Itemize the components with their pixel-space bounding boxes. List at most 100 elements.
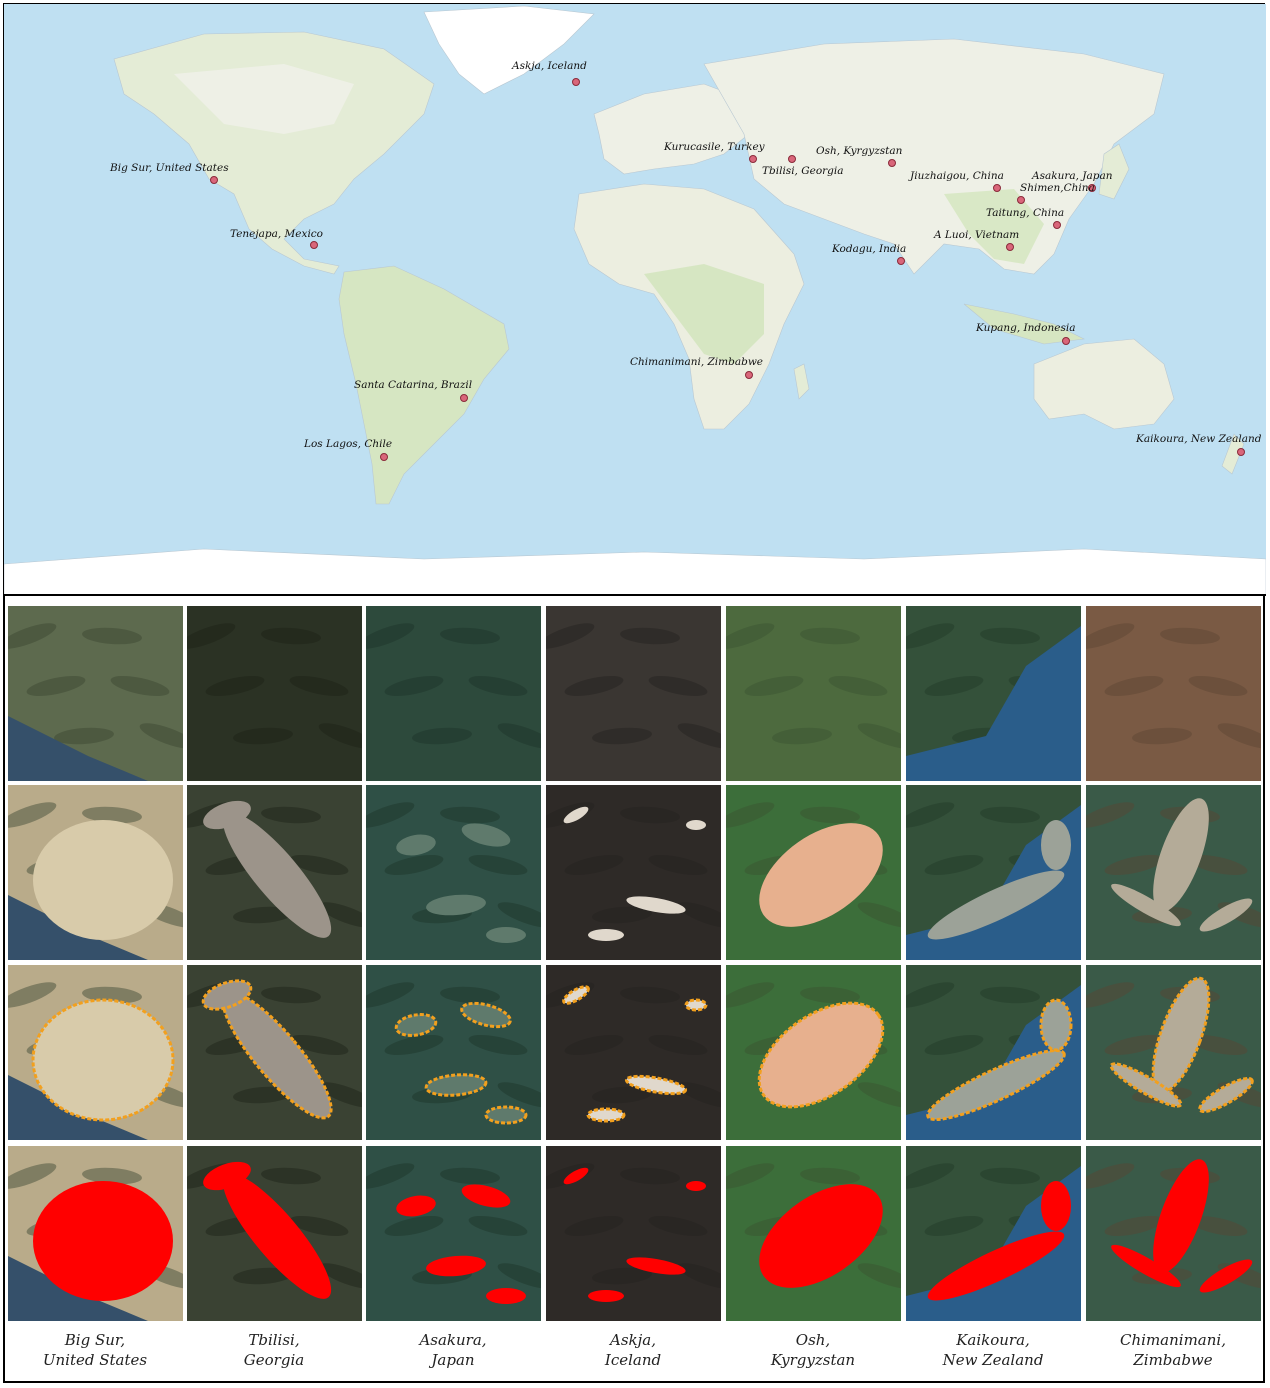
label-kodagu: Kodagu, India xyxy=(832,243,907,255)
tile-4-2 xyxy=(187,1146,362,1321)
caption-line-1: Kaikoura, xyxy=(956,1331,1030,1349)
tile-1-6 xyxy=(906,606,1081,781)
satellite-image xyxy=(726,606,901,781)
satellite-image xyxy=(546,785,721,960)
tile-2-4 xyxy=(546,785,721,960)
label-taitung: Taitung, China xyxy=(986,207,1065,219)
caption-line-1: Tbilisi, xyxy=(248,1331,300,1349)
satellite-image xyxy=(366,1146,541,1321)
satellite-image xyxy=(726,965,901,1140)
marker-shimen xyxy=(1017,196,1025,204)
label-osh: Osh, Kyrgyzstan xyxy=(816,145,903,157)
tile-1-3 xyxy=(366,606,541,781)
satellite-image xyxy=(366,606,541,781)
satellite-image xyxy=(546,965,721,1140)
label-chimanimani: Chimanimani, Zimbabwe xyxy=(630,356,764,368)
tile-1-2 xyxy=(187,606,362,781)
label-askja: Askja, Iceland xyxy=(512,60,587,72)
satellite-image xyxy=(187,606,362,781)
tile-4-1 xyxy=(8,1146,183,1321)
satellite-image xyxy=(1086,965,1261,1140)
tile-2-3 xyxy=(366,785,541,960)
tile-1-1 xyxy=(8,606,183,781)
tile-4-6 xyxy=(906,1146,1081,1321)
marker-loslagos xyxy=(380,453,388,461)
satellite-image xyxy=(1086,785,1261,960)
caption-line-2: Georgia xyxy=(243,1351,305,1369)
satellite-image xyxy=(8,785,183,960)
caption-line-1: Osh, xyxy=(795,1331,831,1349)
caption-line-2: Iceland xyxy=(604,1351,662,1369)
tile-1-7 xyxy=(1086,606,1261,781)
caption-line-2: Zimbabwe xyxy=(1133,1351,1213,1369)
tile-1-5 xyxy=(726,606,901,781)
marker-tenejapa xyxy=(310,241,318,249)
marker-asakura xyxy=(1088,184,1096,192)
label-asakura: Asakura, Japan xyxy=(1032,170,1113,182)
label-kupang: Kupang, Indonesia xyxy=(976,322,1076,334)
tile-1-4 xyxy=(546,606,721,781)
tile-2-7 xyxy=(1086,785,1261,960)
tile-3-6 xyxy=(906,965,1081,1140)
label-santacatarina: Santa Catarina, Brazil xyxy=(354,379,473,391)
caption-line-2: New Zealand xyxy=(942,1351,1044,1369)
marker-osh xyxy=(888,159,896,167)
label-tbilisi: Tbilisi, Georgia xyxy=(762,165,844,177)
label-bigsur: Big Sur, United States xyxy=(110,162,229,174)
tile-2-5 xyxy=(726,785,901,960)
satellite-image xyxy=(726,1146,901,1321)
tile-4-3 xyxy=(366,1146,541,1321)
marker-kurucasile xyxy=(749,155,757,163)
world-map-canvas xyxy=(4,4,1266,594)
satellite-image xyxy=(366,785,541,960)
label-jiuzhaigou: Jiuzhaigou, China xyxy=(910,170,1004,182)
marker-kodagu xyxy=(897,257,905,265)
tile-4-7 xyxy=(1086,1146,1261,1321)
marker-kupang xyxy=(1062,337,1070,345)
column-caption: Kaikoura, New Zealand xyxy=(904,1330,1082,1370)
marker-kaikoura xyxy=(1237,448,1245,456)
marker-aluoi xyxy=(1006,243,1014,251)
label-aluoi: A Luoi, Vietnam xyxy=(934,229,1020,241)
column-caption: Osh, Kyrgyzstan xyxy=(724,1330,902,1370)
marker-tbilisi xyxy=(788,155,796,163)
tile-4-4 xyxy=(546,1146,721,1321)
caption-line-1: Asakura, xyxy=(419,1331,487,1349)
satellite-image xyxy=(726,785,901,960)
column-caption: Chimanimani, Zimbabwe xyxy=(1084,1330,1262,1370)
caption-line-2: United States xyxy=(42,1351,148,1369)
satellite-image xyxy=(8,1146,183,1321)
satellite-image xyxy=(187,785,362,960)
column-caption: Big Sur, United States xyxy=(6,1330,184,1370)
satellite-image xyxy=(906,1146,1081,1321)
satellite-image xyxy=(546,1146,721,1321)
satellite-image xyxy=(8,606,183,781)
world-map: Askja, Iceland Big Sur, United States Ku… xyxy=(4,4,1266,596)
caption-line-1: Askja, xyxy=(610,1331,656,1349)
tile-2-1 xyxy=(8,785,183,960)
label-loslagos: Los Lagos, Chile xyxy=(304,438,393,450)
tile-3-2 xyxy=(187,965,362,1140)
label-kurucasile: Kurucasile, Turkey xyxy=(664,141,765,153)
label-shimen: Shimen,China xyxy=(1020,182,1095,194)
caption-line-1: Chimanimani, xyxy=(1120,1331,1226,1349)
column-caption: Asakura, Japan xyxy=(364,1330,542,1370)
satellite-image xyxy=(546,606,721,781)
marker-taitung xyxy=(1053,221,1061,229)
label-kaikoura: Kaikoura, New Zealand xyxy=(1136,433,1262,445)
satellite-image xyxy=(906,606,1081,781)
tile-3-1 xyxy=(8,965,183,1140)
column-caption: Askja, Iceland xyxy=(544,1330,722,1370)
satellite-image xyxy=(906,785,1081,960)
label-tenejapa: Tenejapa, Mexico xyxy=(230,228,323,240)
caption-line-2: Kyrgyzstan xyxy=(770,1351,856,1369)
marker-chimanimani xyxy=(745,371,753,379)
caption-line-2: Japan xyxy=(431,1351,475,1369)
satellite-image xyxy=(366,965,541,1140)
satellite-image xyxy=(1086,1146,1261,1321)
marker-bigsur xyxy=(210,176,218,184)
satellite-image xyxy=(187,965,362,1140)
column-caption: Tbilisi, Georgia xyxy=(185,1330,363,1370)
tile-2-6 xyxy=(906,785,1081,960)
tile-3-4 xyxy=(546,965,721,1140)
